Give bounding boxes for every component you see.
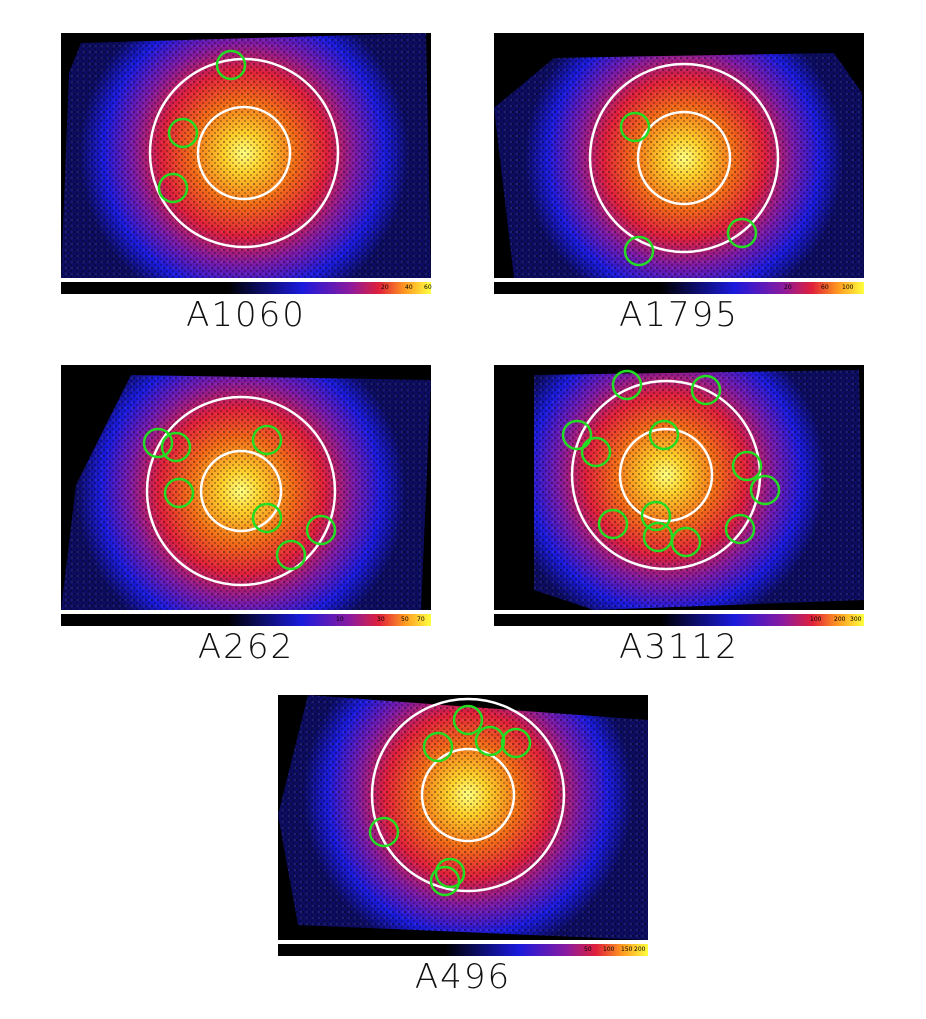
colorbar-ticks-a496: 50 100 150 200: [278, 946, 648, 954]
excluded-source-circle: [251, 424, 283, 456]
excluded-source-circle: [157, 172, 189, 204]
colorbar-tick: 20: [381, 284, 389, 291]
excluded-source-circle: [726, 217, 758, 249]
excluded-source-circle: [305, 514, 337, 546]
panel-a496: [278, 695, 648, 957]
panel-a1795: [494, 33, 864, 295]
cluster-label-a1795: A1795: [619, 295, 739, 335]
colorbar-tick: 200: [634, 946, 646, 953]
colorbar-ticks-a1060: 20 40 60: [61, 284, 432, 292]
panel-a3112: [494, 365, 864, 627]
excluded-source-circle: [167, 117, 199, 149]
excluded-source-circle: [452, 704, 484, 736]
xray-image-a1795: [494, 33, 864, 294]
excluded-source-circle: [368, 816, 400, 848]
colorbar-tick: 20: [784, 284, 792, 291]
inner-region-ring: [199, 449, 283, 533]
excluded-source-circle: [160, 431, 192, 463]
outer-region-ring: [370, 697, 566, 893]
colorbar: [494, 614, 864, 626]
excluded-source-circle: [163, 477, 195, 509]
colorbar-tick: 100: [603, 946, 615, 953]
inner-region-ring: [618, 427, 714, 523]
excluded-source-circle: [215, 49, 247, 81]
inner-region-ring: [636, 110, 732, 206]
excluded-source-circle: [434, 857, 466, 889]
colorbar-tick: 100: [810, 616, 822, 623]
excluded-source-circle: [500, 727, 532, 759]
excluded-source-circle: [580, 436, 612, 468]
outer-region-ring: [588, 62, 780, 254]
excluded-source-circle: [690, 374, 722, 406]
colorbar: [278, 944, 648, 956]
excluded-source-circle: [422, 731, 454, 763]
xray-image-a3112: [494, 365, 864, 626]
colorbar-tick: 300: [850, 616, 862, 623]
colorbar-tick: 10: [336, 616, 344, 623]
colorbar-tick: 70: [417, 616, 425, 623]
cluster-label-a3112: A3112: [619, 627, 739, 667]
colorbar-ticks-a3112: 100 200 300: [494, 616, 864, 624]
outer-region-ring: [570, 379, 762, 571]
cluster-label-a262: A262: [197, 627, 295, 667]
colorbar: [61, 282, 431, 294]
excluded-source-circle: [724, 513, 756, 545]
inner-region-ring: [420, 747, 516, 843]
excluded-source-circle: [670, 526, 702, 558]
inner-region-ring: [196, 105, 292, 201]
cluster-label-a1060: A1060: [186, 295, 306, 335]
colorbar-tick: 40: [405, 284, 413, 291]
colorbar-tick: 60: [821, 284, 829, 291]
excluded-source-circle: [611, 369, 643, 401]
excluded-source-circle: [429, 865, 461, 897]
excluded-source-circle: [474, 725, 506, 757]
colorbar: [61, 614, 431, 626]
excluded-source-circle: [251, 502, 283, 534]
colorbar-ticks-a262: 10 30 50 70: [61, 616, 431, 624]
excluded-source-circle: [619, 111, 651, 143]
xray-image-a1060: [61, 33, 431, 294]
excluded-source-circle: [731, 450, 763, 482]
colorbar-tick: 60: [424, 284, 432, 291]
colorbar-tick: 30: [377, 616, 385, 623]
excluded-source-circle: [142, 427, 174, 459]
colorbar-tick: 50: [401, 616, 409, 623]
colorbar-ticks-a1795: 20 60 100: [494, 284, 864, 292]
excluded-source-circle: [275, 539, 307, 571]
colorbar: [494, 282, 864, 294]
colorbar-tick: 50: [584, 946, 592, 953]
cluster-label-a496: A496: [414, 957, 512, 997]
excluded-source-circle: [749, 474, 781, 506]
colorbar-tick: 100: [842, 284, 854, 291]
excluded-source-circle: [597, 508, 629, 540]
xray-image-a496: [278, 695, 648, 956]
panel-a262: [61, 365, 431, 627]
excluded-source-circle: [640, 500, 672, 532]
colorbar-tick: 200: [834, 616, 846, 623]
panel-a1060: [61, 33, 431, 295]
colorbar-tick: 150: [621, 946, 633, 953]
excluded-source-circle: [648, 419, 680, 451]
excluded-source-circle: [561, 419, 593, 451]
excluded-source-circle: [623, 235, 655, 267]
xray-image-a262: [61, 365, 431, 626]
outer-region-ring: [145, 395, 337, 587]
